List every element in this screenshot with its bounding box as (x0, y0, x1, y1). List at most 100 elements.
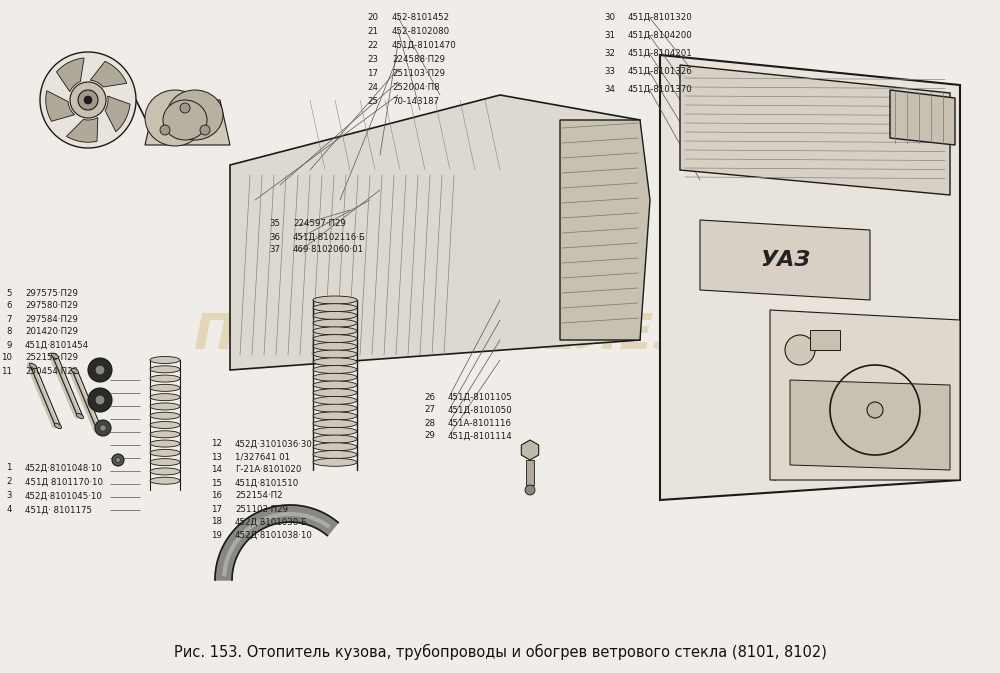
Text: 224597·П29: 224597·П29 (293, 219, 346, 229)
Text: 8: 8 (7, 328, 12, 336)
Ellipse shape (76, 413, 84, 419)
Ellipse shape (150, 375, 180, 382)
Ellipse shape (150, 440, 180, 447)
Circle shape (78, 90, 98, 110)
Text: 70-143187: 70-143187 (392, 96, 439, 106)
Ellipse shape (150, 468, 180, 475)
Circle shape (200, 125, 210, 135)
Ellipse shape (313, 396, 357, 404)
Ellipse shape (313, 381, 357, 389)
Text: 6: 6 (7, 302, 12, 310)
Polygon shape (215, 505, 338, 580)
Text: 451Д·8101454: 451Д·8101454 (25, 341, 89, 349)
Text: 24: 24 (367, 83, 378, 92)
Polygon shape (890, 90, 955, 145)
Ellipse shape (150, 421, 180, 429)
Ellipse shape (313, 327, 357, 335)
Ellipse shape (313, 304, 357, 312)
Circle shape (95, 395, 105, 404)
Ellipse shape (313, 443, 357, 451)
Circle shape (116, 458, 120, 462)
Text: 30: 30 (604, 13, 615, 22)
Text: 2: 2 (7, 478, 12, 487)
Polygon shape (680, 65, 950, 195)
Text: 452-8102080: 452-8102080 (392, 26, 450, 36)
Text: 201420·П29: 201420·П29 (25, 328, 78, 336)
Text: 19: 19 (211, 530, 222, 540)
Text: 31: 31 (604, 30, 615, 40)
Text: 451Д-8101326: 451Д-8101326 (628, 67, 693, 75)
Text: 17: 17 (211, 505, 222, 513)
Text: 1/327641 01: 1/327641 01 (235, 452, 290, 462)
Polygon shape (560, 120, 650, 340)
Text: 451Д-8101050: 451Д-8101050 (448, 406, 513, 415)
Polygon shape (230, 95, 640, 370)
Text: 33: 33 (604, 67, 615, 75)
Circle shape (180, 103, 190, 113)
Circle shape (88, 388, 112, 412)
Text: 34: 34 (604, 85, 615, 94)
Ellipse shape (313, 450, 357, 458)
Text: 451Д·8102116·Б: 451Д·8102116·Б (293, 232, 366, 242)
Ellipse shape (313, 404, 357, 412)
Ellipse shape (313, 296, 357, 304)
Circle shape (84, 96, 92, 104)
Ellipse shape (71, 368, 79, 374)
Ellipse shape (313, 458, 357, 466)
Text: 11: 11 (1, 367, 12, 376)
Ellipse shape (29, 363, 37, 369)
Text: 3: 3 (7, 491, 12, 501)
Ellipse shape (313, 365, 357, 374)
Polygon shape (145, 100, 230, 145)
Circle shape (112, 454, 124, 466)
Ellipse shape (313, 312, 357, 320)
Text: 36: 36 (269, 232, 280, 242)
Text: 224588·П29: 224588·П29 (392, 55, 445, 63)
Circle shape (95, 420, 111, 436)
Text: 451Д-8101320: 451Д-8101320 (628, 13, 693, 22)
Text: 21: 21 (367, 26, 378, 36)
Ellipse shape (313, 412, 357, 420)
Ellipse shape (150, 366, 180, 373)
Text: 14: 14 (211, 466, 222, 474)
Polygon shape (660, 55, 960, 500)
Ellipse shape (150, 384, 180, 392)
Polygon shape (66, 117, 98, 142)
Text: УАЗ: УАЗ (760, 250, 810, 270)
Ellipse shape (150, 394, 180, 400)
Text: 1: 1 (7, 464, 12, 472)
Text: 452Д·8101038·10: 452Д·8101038·10 (235, 530, 313, 540)
Text: 452Д·8101045·10: 452Д·8101045·10 (25, 491, 103, 501)
Ellipse shape (313, 350, 357, 358)
Ellipse shape (150, 477, 180, 484)
Polygon shape (56, 58, 84, 92)
Text: 17: 17 (367, 69, 378, 77)
Text: 37: 37 (269, 246, 280, 254)
Ellipse shape (150, 450, 180, 456)
Text: 451Д-8104200: 451Д-8104200 (628, 30, 693, 40)
Bar (526, 460, 534, 485)
Text: 252154·П2: 252154·П2 (235, 491, 283, 501)
Ellipse shape (163, 100, 207, 140)
Text: 469·8102060·01: 469·8102060·01 (293, 246, 364, 254)
Text: 451Д-8104201: 451Д-8104201 (628, 48, 693, 57)
Circle shape (160, 125, 170, 135)
Text: 15: 15 (211, 479, 222, 487)
Text: 9: 9 (7, 341, 12, 349)
Text: 250454·П29: 250454·П29 (25, 367, 78, 376)
Text: 452Д·3101036·30: 452Д·3101036·30 (235, 439, 313, 448)
Circle shape (95, 365, 105, 375)
Text: 22: 22 (367, 40, 378, 50)
Text: ПЛАНЕТА ЖЕЛЕЗЯКА: ПЛАНЕТА ЖЕЛЕЗЯКА (194, 311, 806, 359)
Polygon shape (770, 310, 960, 480)
Ellipse shape (96, 428, 104, 433)
Text: 13: 13 (211, 452, 222, 462)
Text: 27: 27 (424, 406, 435, 415)
Text: 451Д-8101470: 451Д-8101470 (392, 40, 457, 50)
Text: Рис. 153. Отопитель кузова, трубопроводы и обогрев ветрового стекла (8101, 8102): Рис. 153. Отопитель кузова, трубопроводы… (174, 644, 826, 660)
Ellipse shape (313, 435, 357, 443)
Text: 452Д·8101030·Б: 452Д·8101030·Б (235, 518, 308, 526)
Ellipse shape (150, 431, 180, 437)
Text: 451А-8101116: 451А-8101116 (448, 419, 512, 427)
Ellipse shape (150, 403, 180, 410)
